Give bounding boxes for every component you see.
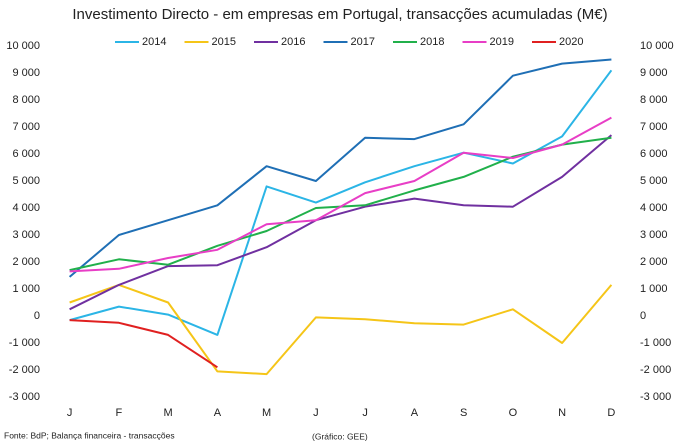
y-tick-label: 6 000 [12,148,40,160]
y-tick-label: 7 000 [12,121,40,133]
y-tick-label: 10 000 [6,40,40,52]
y2-tick-label: 5 000 [640,175,668,187]
y-tick-label: 4 000 [12,202,40,214]
y2-tick-label: 3 000 [640,229,668,241]
source-note: Fonte: BdP; Balança financeira - transac… [4,430,175,440]
x-tick-label: A [214,407,222,419]
legend-label: 2014 [142,36,166,48]
y2-tick-label: 4 000 [640,202,668,214]
x-tick-label: A [411,407,419,419]
chart-title: Investimento Directo - em empresas em Po… [72,6,607,23]
series-line [68,58,612,278]
legend-label: 2017 [351,36,375,48]
y-tick-label: 2 000 [12,256,40,268]
y2-tick-label: 2 000 [640,256,668,268]
y-tick-label: 3 000 [12,229,40,241]
y2-tick-label: 10 000 [640,40,674,52]
series-line [69,319,218,369]
x-tick-label: N [558,407,566,419]
series-line [69,136,612,272]
x-tick-label: J [362,407,368,419]
y-tick-label: 1 000 [12,283,40,295]
x-tick-label: J [313,407,319,419]
y-tick-label: 8 000 [12,94,40,106]
y2-tick-label: -2 000 [640,364,671,376]
legend-label: 2020 [559,36,583,48]
y2-tick-label: -1 000 [640,337,671,349]
y-tick-label: -1 000 [9,337,40,349]
series-line [69,283,613,376]
credit-note: (Gráfico: GEE) [312,431,368,441]
y2-tick-label: -3 000 [640,391,671,403]
y2-tick-label: 6 000 [640,148,668,160]
legend-label: 2019 [490,36,514,48]
series-line [69,69,613,336]
y2-tick-label: 9 000 [640,67,668,79]
legend-label: 2015 [212,36,236,48]
legend-label: 2018 [420,36,444,48]
series-line [69,134,613,311]
y2-tick-label: 7 000 [640,121,668,133]
y-tick-label: -2 000 [9,364,40,376]
x-tick-label: D [607,407,615,419]
y-tick-label: -3 000 [9,391,40,403]
legend-label: 2016 [281,36,305,48]
x-tick-label: M [262,407,271,419]
y-tick-label: 0 [34,310,40,322]
x-tick-label: M [164,407,173,419]
y-tick-label: 5 000 [12,175,40,187]
x-tick-label: F [116,407,123,419]
x-tick-label: J [67,407,73,419]
x-tick-label: O [509,407,518,419]
y2-tick-label: 0 [640,310,646,322]
y-tick-label: 9 000 [12,67,40,79]
series-line [69,116,612,273]
y2-tick-label: 1 000 [640,283,668,295]
y2-tick-label: 8 000 [640,94,668,106]
x-tick-label: S [460,407,467,419]
